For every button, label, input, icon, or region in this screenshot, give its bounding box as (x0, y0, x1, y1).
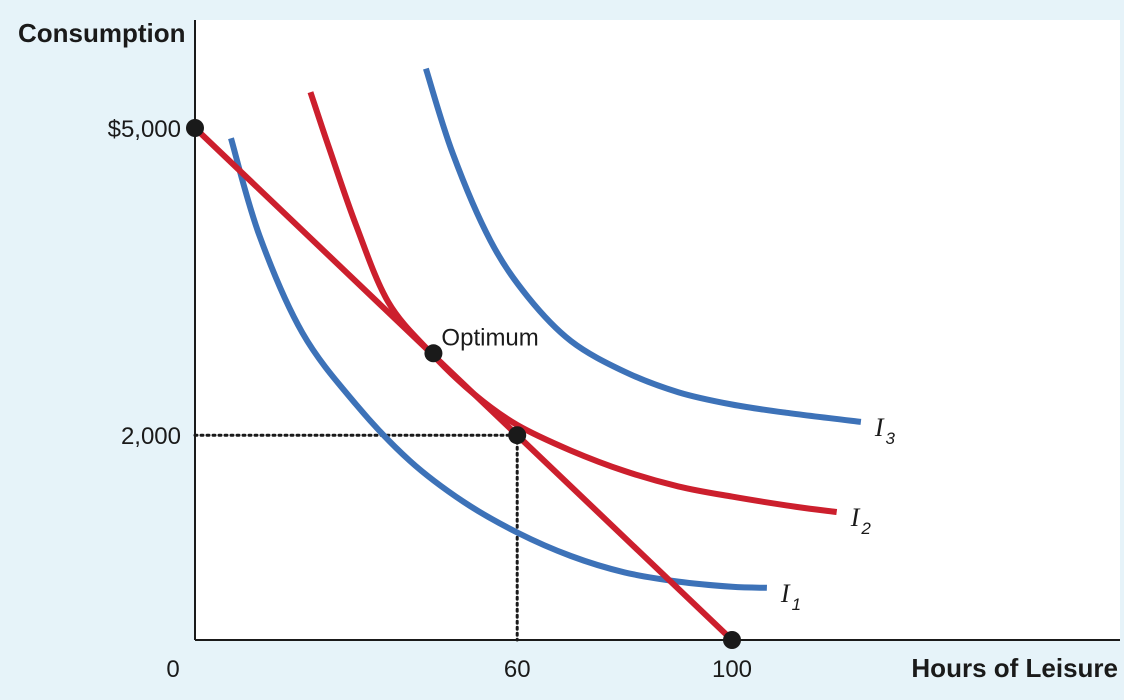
budget-line (192, 125, 735, 643)
data-point-3 (508, 426, 527, 445)
indifference-curve-1 (228, 137, 768, 591)
indifference-curve-subscript-2: 2 (860, 519, 871, 538)
x-tick-label-3: 100 (712, 656, 752, 683)
data-point-1 (186, 119, 204, 137)
data-point-2 (424, 344, 443, 363)
y-axis-title: Consumption (18, 18, 186, 48)
data-point-4 (723, 631, 741, 649)
x-tick-label-2: 60 (504, 656, 531, 683)
y-tick-label-1: $5,000 (108, 116, 181, 143)
x-axis-title: Hours of Leisure (911, 653, 1118, 683)
plot-area (195, 20, 1120, 640)
indifference-curve-3 (423, 67, 862, 425)
y-tick-label-2: 2,000 (121, 423, 181, 450)
x-tick-label-1: 0 (166, 656, 179, 683)
optimum-label: Optimum (441, 324, 538, 351)
indifference-curve-2 (307, 91, 838, 515)
indifference-curve-subscript-1: 1 (792, 595, 801, 614)
indifference-curve-subscript-3: 3 (886, 429, 896, 448)
